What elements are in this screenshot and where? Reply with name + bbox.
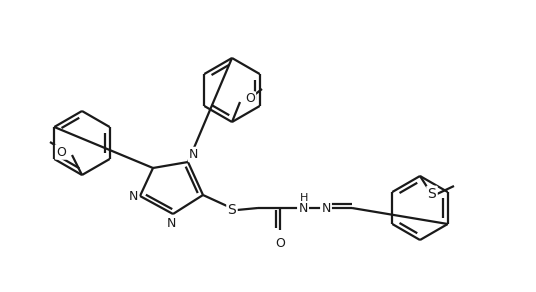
- Text: N: N: [321, 201, 331, 215]
- Text: N: N: [166, 217, 176, 230]
- Text: S: S: [428, 187, 436, 201]
- Text: N: N: [299, 201, 308, 215]
- Text: O: O: [56, 145, 66, 159]
- Text: O: O: [245, 93, 255, 105]
- Text: S: S: [228, 203, 236, 217]
- Text: H: H: [300, 193, 308, 203]
- Text: O: O: [275, 237, 285, 250]
- Text: N: N: [189, 148, 198, 161]
- Text: N: N: [129, 190, 138, 202]
